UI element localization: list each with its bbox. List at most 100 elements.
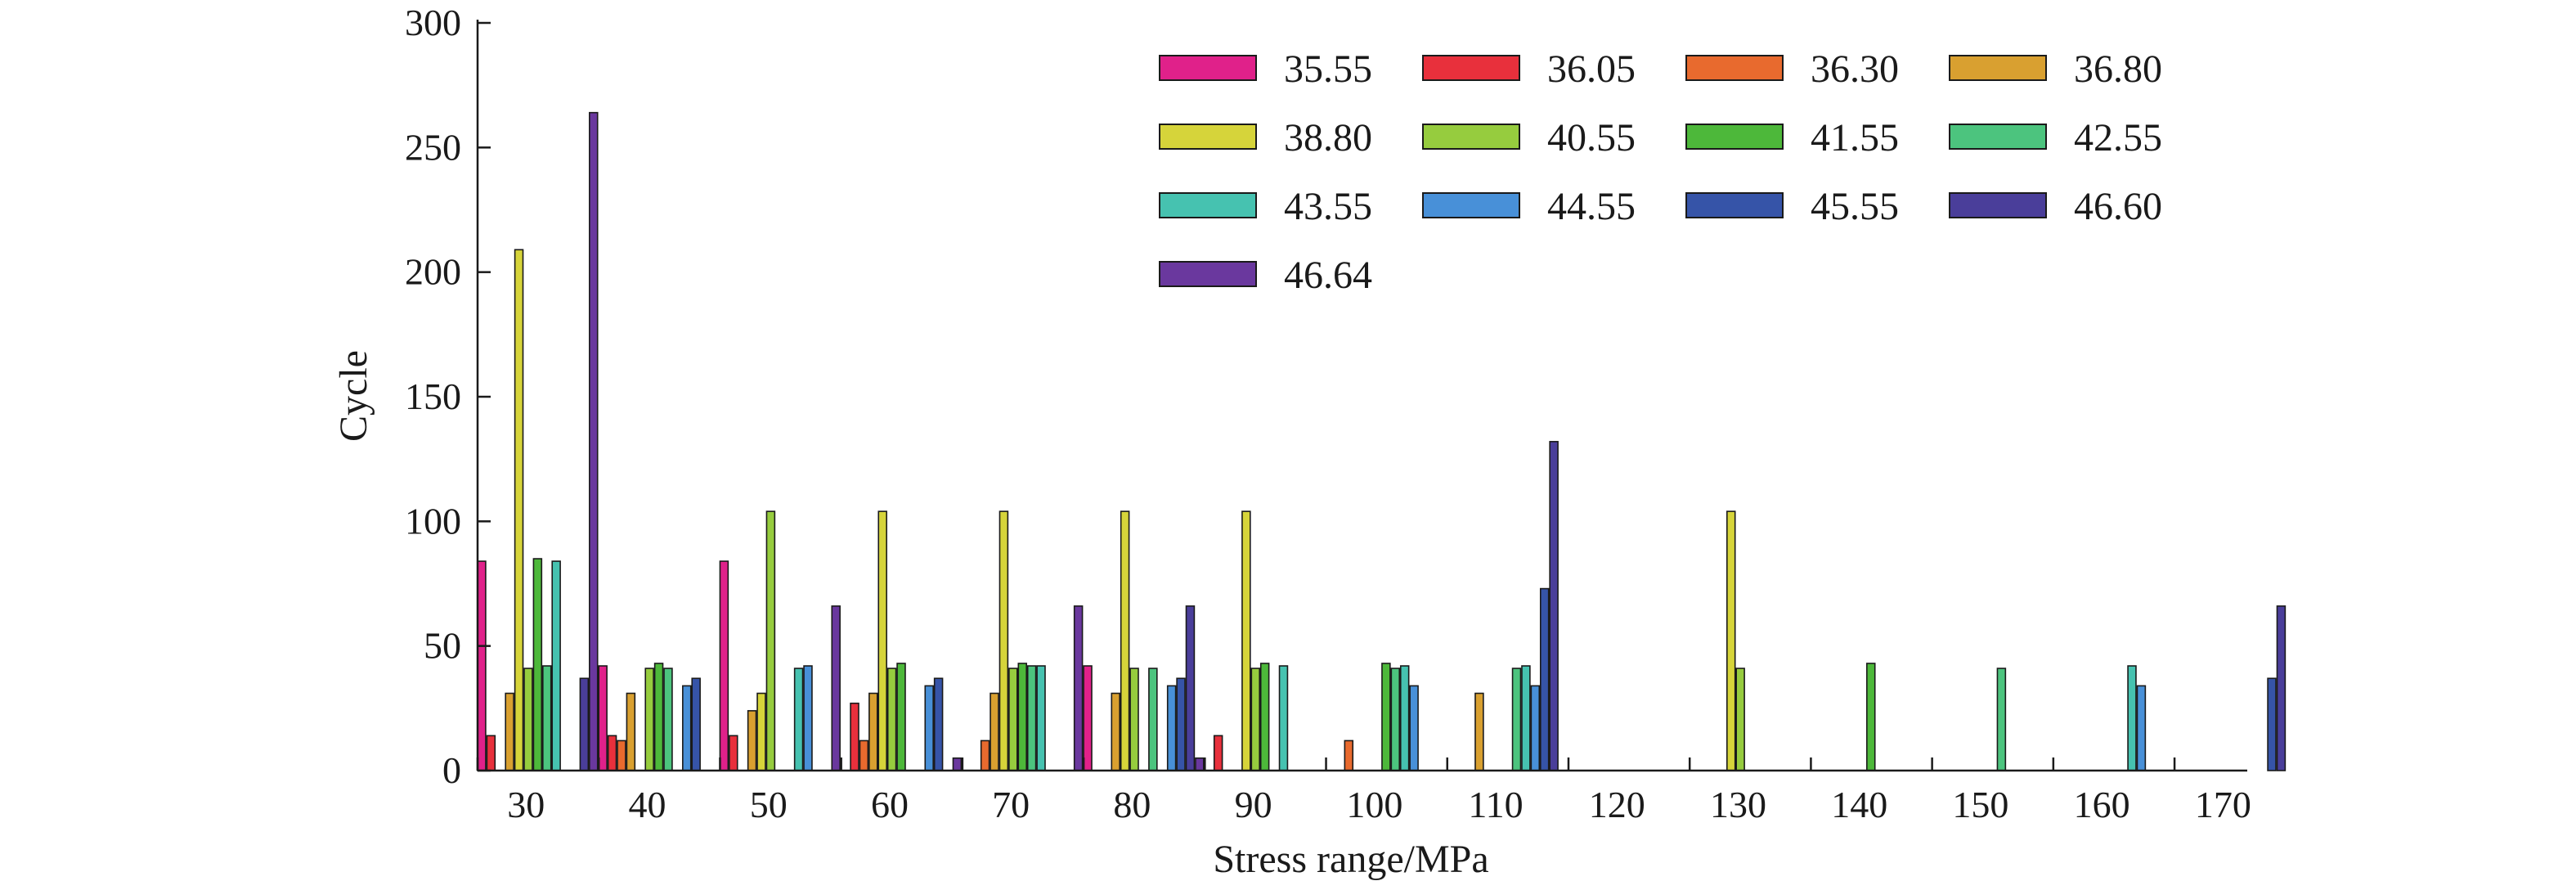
x-tick-label: 150 xyxy=(1952,784,2008,825)
bar xyxy=(952,757,963,771)
y-tick-label: 50 xyxy=(424,625,461,667)
legend-label: 43.55 xyxy=(1284,185,1372,228)
bar xyxy=(980,739,990,771)
bar xyxy=(505,692,514,771)
x-tick-label: 80 xyxy=(1113,784,1151,825)
legend-swatch xyxy=(1422,55,1520,81)
bar xyxy=(1129,668,1139,771)
bar xyxy=(859,739,869,771)
bar xyxy=(523,668,533,771)
legend-swatch xyxy=(1159,55,1257,81)
legend-label: 46.60 xyxy=(2074,185,2162,228)
bar xyxy=(1120,510,1130,771)
x-tick-label: 70 xyxy=(992,784,1030,825)
x-tick-label: 170 xyxy=(2195,784,2251,825)
legend-swatch xyxy=(1685,55,1784,81)
legend-swatch xyxy=(1159,261,1257,287)
bar xyxy=(831,605,841,771)
legend-swatch xyxy=(1949,55,2047,81)
bar xyxy=(924,685,934,771)
legend-label: 44.55 xyxy=(1547,185,1636,228)
x-tick-label: 140 xyxy=(1831,784,1887,825)
x-tick-label: 110 xyxy=(1468,784,1523,825)
bar xyxy=(1017,663,1027,771)
bar xyxy=(1539,587,1550,771)
bar xyxy=(1735,668,1745,771)
bar xyxy=(1195,757,1205,771)
plot-area xyxy=(477,111,2287,771)
x-axis-title: Stress range/MPa xyxy=(1213,838,1488,881)
bar xyxy=(1866,663,1876,771)
legend-swatch xyxy=(1949,124,2047,150)
bar xyxy=(551,560,561,771)
bar xyxy=(617,739,626,771)
bar xyxy=(719,560,729,771)
axes: 0 50 100 150 200 250 300 30 40 50 60 70 80 90 100 110 12… xyxy=(405,2,2251,825)
bar xyxy=(1176,677,1186,771)
bar xyxy=(663,668,673,771)
bar xyxy=(886,668,897,771)
x-tick-label: 30 xyxy=(507,784,545,825)
legend-label: 40.55 xyxy=(1547,116,1636,160)
bar xyxy=(1549,441,1559,771)
bar xyxy=(691,677,701,771)
bar xyxy=(1390,668,1401,771)
bar xyxy=(747,710,757,771)
legend-swatch xyxy=(1422,124,1520,150)
y-tick-label: 250 xyxy=(405,126,461,168)
bar xyxy=(477,560,487,771)
bar xyxy=(850,702,859,771)
bar xyxy=(644,668,654,771)
bar xyxy=(532,558,543,771)
bar xyxy=(1213,735,1223,771)
legend-swatch xyxy=(1949,192,2047,218)
bar xyxy=(1996,668,2007,771)
legend-label: 36.80 xyxy=(2074,47,2162,91)
bar xyxy=(626,692,636,771)
bar xyxy=(2127,665,2137,771)
bar xyxy=(1409,685,1419,771)
y-tick-label: 200 xyxy=(405,251,461,293)
bar xyxy=(598,665,608,771)
bar xyxy=(756,692,766,771)
x-tick-label: 90 xyxy=(1235,784,1272,825)
legend-swatch xyxy=(1159,192,1257,218)
legend-swatch xyxy=(1685,192,1784,218)
legend-swatch xyxy=(1422,192,1520,218)
bar xyxy=(2267,677,2277,771)
bar xyxy=(607,735,617,771)
bar xyxy=(1148,668,1158,771)
bar xyxy=(486,735,496,771)
bar xyxy=(653,663,664,771)
x-tick-label: 120 xyxy=(1589,784,1645,825)
legend-label: 42.55 xyxy=(2074,116,2162,160)
bar xyxy=(990,692,999,771)
bar xyxy=(933,677,944,771)
legend-label: 38.80 xyxy=(1284,116,1372,160)
bar xyxy=(1241,510,1251,771)
bar xyxy=(1083,665,1093,771)
bar xyxy=(579,677,590,771)
bar xyxy=(999,510,1009,771)
bar xyxy=(1026,665,1037,771)
legend-label: 36.05 xyxy=(1547,47,1636,91)
bar xyxy=(793,668,804,771)
legend-label: 35.55 xyxy=(1284,47,1372,91)
bar xyxy=(1250,668,1261,771)
legend: 35.55 36.05 36.30 36.80 38.80 40.55 41.55 42.55… xyxy=(1159,47,2162,297)
x-tick-label: 50 xyxy=(750,784,788,825)
x-tick-label: 130 xyxy=(1710,784,1766,825)
bar xyxy=(1111,692,1121,771)
legend-label: 46.64 xyxy=(1284,254,1372,297)
y-tick-label: 300 xyxy=(405,2,461,43)
x-tick-label: 40 xyxy=(629,784,666,825)
legend-swatch xyxy=(1159,124,1257,150)
y-tick-label: 100 xyxy=(405,500,461,542)
bar xyxy=(729,735,738,771)
y-tick-label: 150 xyxy=(405,375,461,417)
bar xyxy=(1521,665,1531,771)
bar xyxy=(2136,685,2147,771)
bar xyxy=(1474,692,1484,771)
bar xyxy=(765,510,776,771)
bar xyxy=(868,692,878,771)
